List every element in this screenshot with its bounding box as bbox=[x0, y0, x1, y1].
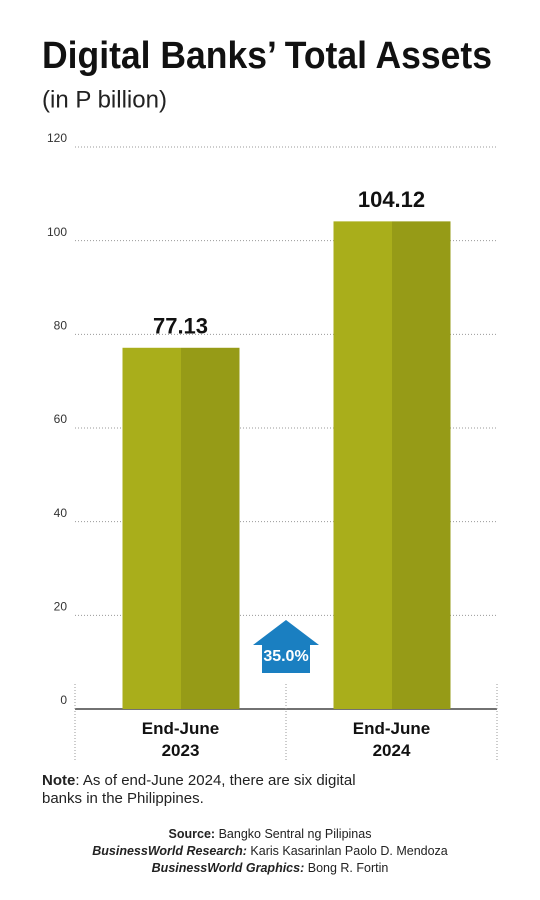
bar bbox=[333, 221, 451, 709]
credit-line: Source: Bangko Sentral ng Pilipinas bbox=[0, 826, 540, 843]
growth-label: 35.0% bbox=[263, 648, 308, 665]
credits: Source: Bangko Sentral ng Pilipinas Busin… bbox=[0, 826, 540, 877]
x-tick-label: End-June 2023 bbox=[142, 719, 219, 760]
y-tick-label: 60 bbox=[54, 412, 68, 426]
y-tick-label: 80 bbox=[54, 319, 68, 333]
y-tick-label: 0 bbox=[60, 693, 67, 707]
x-tick-line: End-June bbox=[142, 719, 219, 738]
x-tick-line: End-June bbox=[353, 719, 430, 738]
x-tick-line: 2024 bbox=[373, 741, 411, 760]
credit-line: BusinessWorld Research: Karis Kasarinlan… bbox=[0, 843, 540, 860]
value-label: 104.12 bbox=[358, 187, 425, 212]
y-tick-label: 100 bbox=[47, 225, 67, 239]
y-tick-label: 20 bbox=[54, 600, 68, 614]
note-label: Note bbox=[42, 772, 76, 789]
growth-arrow bbox=[253, 620, 319, 673]
note: Note: As of end-June 2024, there are six… bbox=[42, 772, 356, 807]
credit-text: Karis Kasarinlan Paolo D. Mendoza bbox=[250, 844, 448, 858]
chart: Digital Banks’ Total Assets (in P billio… bbox=[42, 35, 498, 762]
y-tick-label: 40 bbox=[54, 506, 68, 520]
note-text: As of end-June 2024, there are six digit… bbox=[42, 772, 356, 807]
credit-label: BusinessWorld Graphics: bbox=[151, 861, 305, 875]
credit-label: BusinessWorld Research: bbox=[92, 844, 247, 858]
chart-title: Digital Banks’ Total Assets bbox=[42, 35, 492, 77]
y-tick-label: 120 bbox=[47, 131, 67, 145]
chart-subtitle: (in P billion) bbox=[42, 86, 167, 113]
credit-text: Bangko Sentral ng Pilipinas bbox=[218, 827, 372, 841]
x-tick-label: End-June 2024 bbox=[353, 719, 430, 760]
credit-text: Bong R. Fortin bbox=[307, 861, 389, 875]
bar bbox=[122, 347, 240, 709]
x-tick-line: 2023 bbox=[162, 741, 200, 760]
credit-line: BusinessWorld Graphics: Bong R. Fortin bbox=[0, 860, 540, 877]
credit-label: Source: bbox=[168, 827, 216, 841]
value-label: 77.13 bbox=[153, 314, 208, 339]
